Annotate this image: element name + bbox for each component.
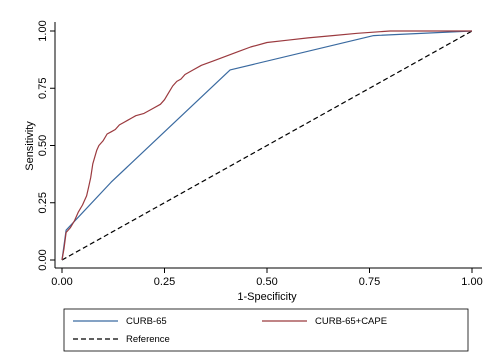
legend-label-curb65-cape: CURB-65+CAPE [315, 316, 387, 327]
legend-label-reference: Reference [126, 334, 170, 345]
y-tick-label: 0.25 [37, 192, 49, 213]
y-tick-label: 0.50 [37, 135, 49, 156]
y-tick-label: 0.75 [37, 78, 49, 99]
reference-line [61, 30, 473, 261]
x-tick-label: 0.00 [51, 276, 72, 288]
x-axis-title: 1-Specificity [237, 291, 297, 303]
legend: CURB-65 CURB-65+CAPE Reference [63, 308, 469, 352]
curves [61, 30, 473, 261]
curb65-cape-curve [61, 30, 472, 261]
y-tick-label: 1.00 [37, 20, 49, 41]
axes: 0.00 0.25 0.50 0.75 1.00 0.00 0.25 0.50 0.75 1.00 [37, 20, 483, 288]
x-tick-label: 0.25 [154, 276, 175, 288]
x-tick-label: 1.00 [461, 276, 482, 288]
y-tick-label: 0.00 [37, 249, 49, 270]
x-tick-label: 0.50 [256, 276, 277, 288]
y-axis-title: Sensitivity [24, 121, 36, 171]
legend-label-curb65: CURB-65 [126, 316, 167, 327]
legend-box [63, 308, 469, 352]
x-tick-label: 0.75 [359, 276, 380, 288]
